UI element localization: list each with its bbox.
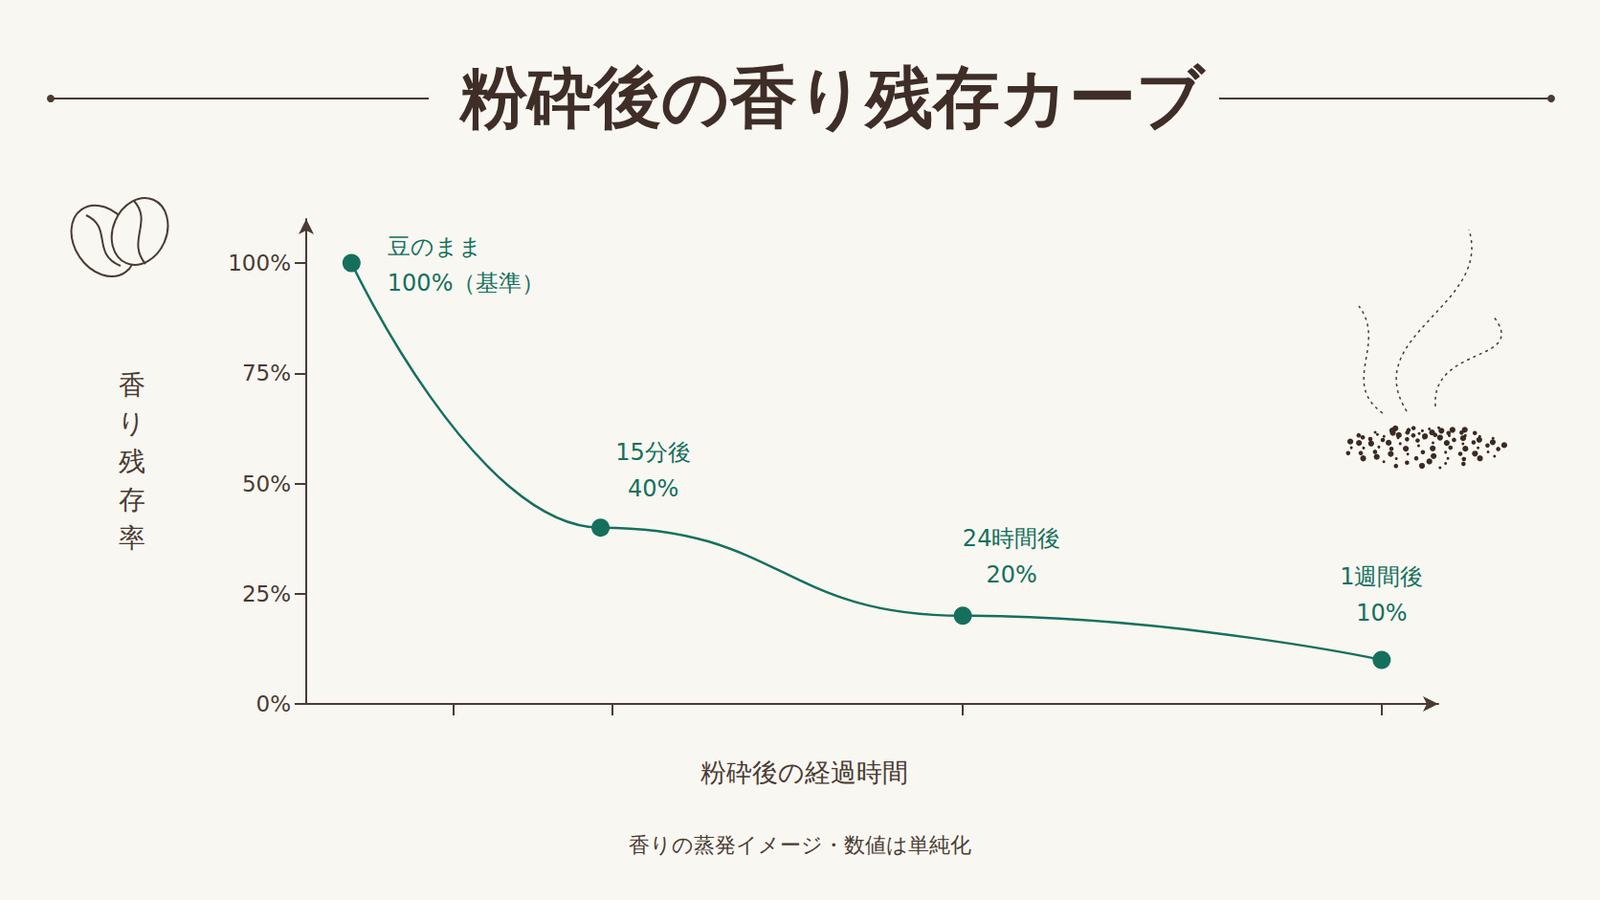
svg-text:存: 存: [118, 484, 146, 516]
svg-text:粉砕後の経過時間: 粉砕後の経過時間: [700, 757, 909, 788]
svg-text:40%: 40%: [627, 475, 679, 503]
svg-text:10%: 10%: [1355, 600, 1407, 627]
svg-text:15分後: 15分後: [615, 439, 691, 467]
svg-text:1週間後: 1週間後: [1339, 563, 1423, 591]
svg-text:50%: 50%: [242, 471, 291, 497]
svg-text:20%: 20%: [985, 561, 1037, 589]
svg-text:100%: 100%: [227, 250, 291, 276]
svg-text:0%: 0%: [256, 691, 292, 717]
svg-text:り: り: [117, 407, 146, 440]
svg-text:香りの蒸発イメージ・数値は単純化: 香りの蒸発イメージ・数値は単純化: [628, 833, 972, 858]
svg-text:香: 香: [118, 369, 146, 401]
svg-text:残: 残: [118, 445, 146, 478]
svg-text:率: 率: [118, 522, 146, 555]
svg-text:豆のまま: 豆のまま: [387, 233, 483, 261]
svg-text:100%（基準）: 100%（基準）: [387, 269, 546, 297]
svg-text:粉砕後の香り残存カーブ: 粉砕後の香り残存カーブ: [458, 58, 1207, 137]
svg-text:24時間後: 24時間後: [962, 525, 1062, 553]
svg-text:25%: 25%: [242, 581, 291, 607]
svg-text:75%: 75%: [242, 360, 291, 386]
